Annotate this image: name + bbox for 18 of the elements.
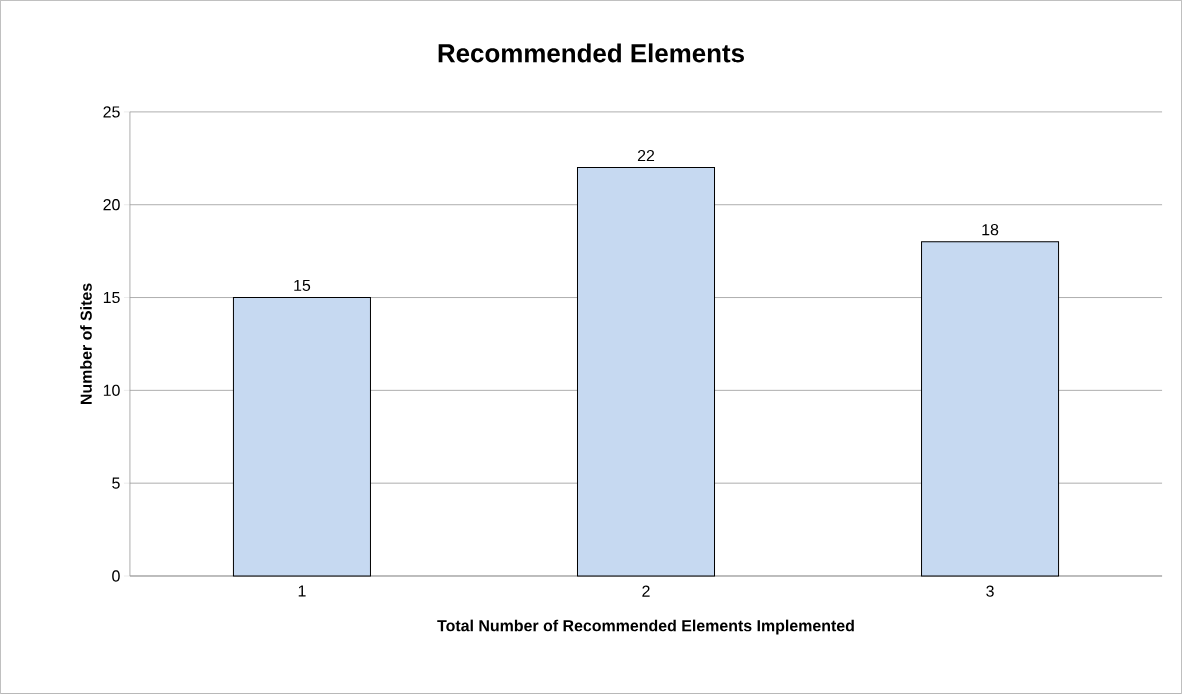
x-tick-label: 1: [298, 585, 306, 597]
data-label: 22: [637, 149, 655, 162]
y-tick-label: 0: [112, 570, 120, 582]
bar: [576, 167, 716, 577]
bar: [232, 297, 371, 577]
x-axis-title: Total Number of Recommended Elements Implemented: [437, 619, 854, 635]
y-tick-label: 5: [112, 477, 120, 489]
x-tick-label: 3: [986, 585, 994, 597]
y-tick-label: 15: [103, 292, 120, 304]
bar: [921, 241, 1060, 577]
y-tick-label: 20: [103, 199, 120, 211]
y-tick-label: 25: [103, 106, 120, 118]
data-label: 18: [982, 224, 999, 236]
chart-title: Recommended Elements: [438, 43, 744, 63]
data-label: 15: [294, 279, 311, 292]
x-tick-label: 2: [642, 585, 650, 597]
y-axis-title: Number of Sites: [80, 283, 92, 405]
y-tick-label: 10: [103, 384, 120, 397]
